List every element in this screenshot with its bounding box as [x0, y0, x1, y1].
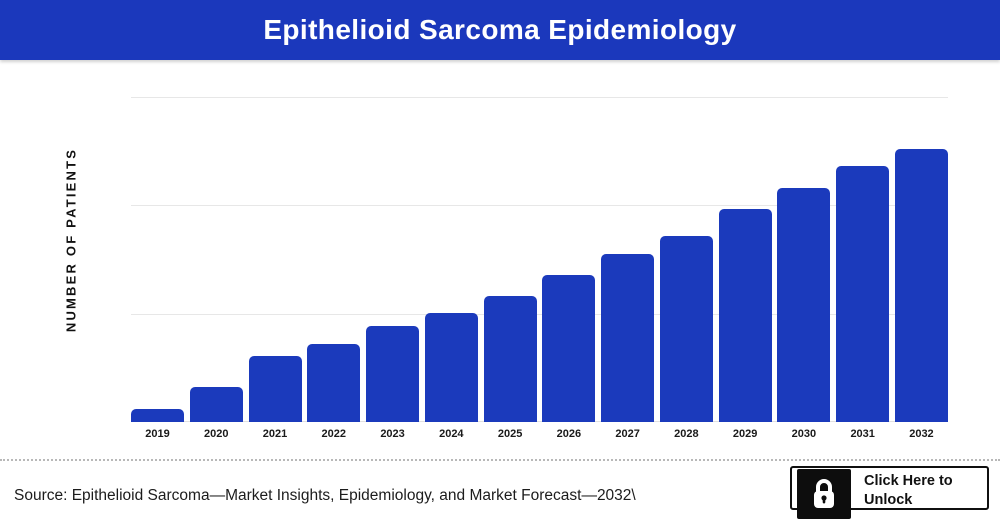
- unlock-button[interactable]: Click Here to Unlock: [790, 466, 989, 519]
- x-tick-2025: 2025: [497, 428, 523, 440]
- lock-icon: [797, 469, 851, 519]
- x-tick-2019: 2019: [145, 428, 170, 440]
- header-banner: Epithelioid Sarcoma Epidemiology: [0, 0, 1000, 60]
- gridline: [131, 205, 948, 206]
- unlock-button-label: Click Here to Unlock: [864, 473, 953, 509]
- bar-2021: [248, 97, 302, 422]
- page-title: Epithelioid Sarcoma Epidemiology: [263, 14, 737, 45]
- x-tick-2020: 2020: [204, 428, 229, 440]
- bar-2029: [718, 97, 772, 422]
- gridline: [131, 314, 948, 315]
- source-text: Source: Epithelioid Sarcoma—Market Insig…: [14, 487, 636, 504]
- bar-2025: [483, 97, 537, 422]
- gridline: [131, 97, 948, 98]
- x-tick-2021: 2021: [262, 428, 288, 440]
- x-tick-2029: 2029: [732, 428, 758, 440]
- x-tick-2026: 2026: [556, 428, 582, 440]
- x-tick-2032: 2032: [909, 428, 934, 440]
- bar-2019: [131, 97, 184, 422]
- bar-2023: [366, 97, 420, 422]
- y-axis-label: NUMBER OF PATIENTS: [63, 147, 79, 333]
- x-tick-2028: 2028: [674, 428, 699, 440]
- bar-2026: [542, 97, 596, 422]
- bar-2027: [601, 97, 655, 422]
- x-tick-2024: 2024: [439, 428, 464, 440]
- x-tick-2030: 2030: [791, 428, 817, 440]
- x-tick-2027: 2027: [615, 428, 640, 440]
- bar-2030: [777, 97, 831, 422]
- bars: [131, 97, 948, 422]
- bar-2024: [424, 97, 478, 422]
- bar-2032: [894, 97, 948, 422]
- bar-2020: [189, 97, 243, 422]
- x-axis-labels: 2019 2020 2021 2022 2023 2024 2025 2026 2027 2028…: [131, 428, 948, 440]
- footer-divider: [0, 459, 1000, 461]
- x-tick-2023: 2023: [380, 428, 405, 440]
- x-tick-2031: 2031: [850, 428, 875, 440]
- bar-2031: [836, 97, 890, 422]
- x-axis-baseline: [131, 421, 948, 422]
- bar-chart: [131, 97, 948, 422]
- x-tick-2022: 2022: [321, 428, 347, 440]
- bar-2028: [659, 97, 713, 422]
- bar-2022: [307, 97, 361, 422]
